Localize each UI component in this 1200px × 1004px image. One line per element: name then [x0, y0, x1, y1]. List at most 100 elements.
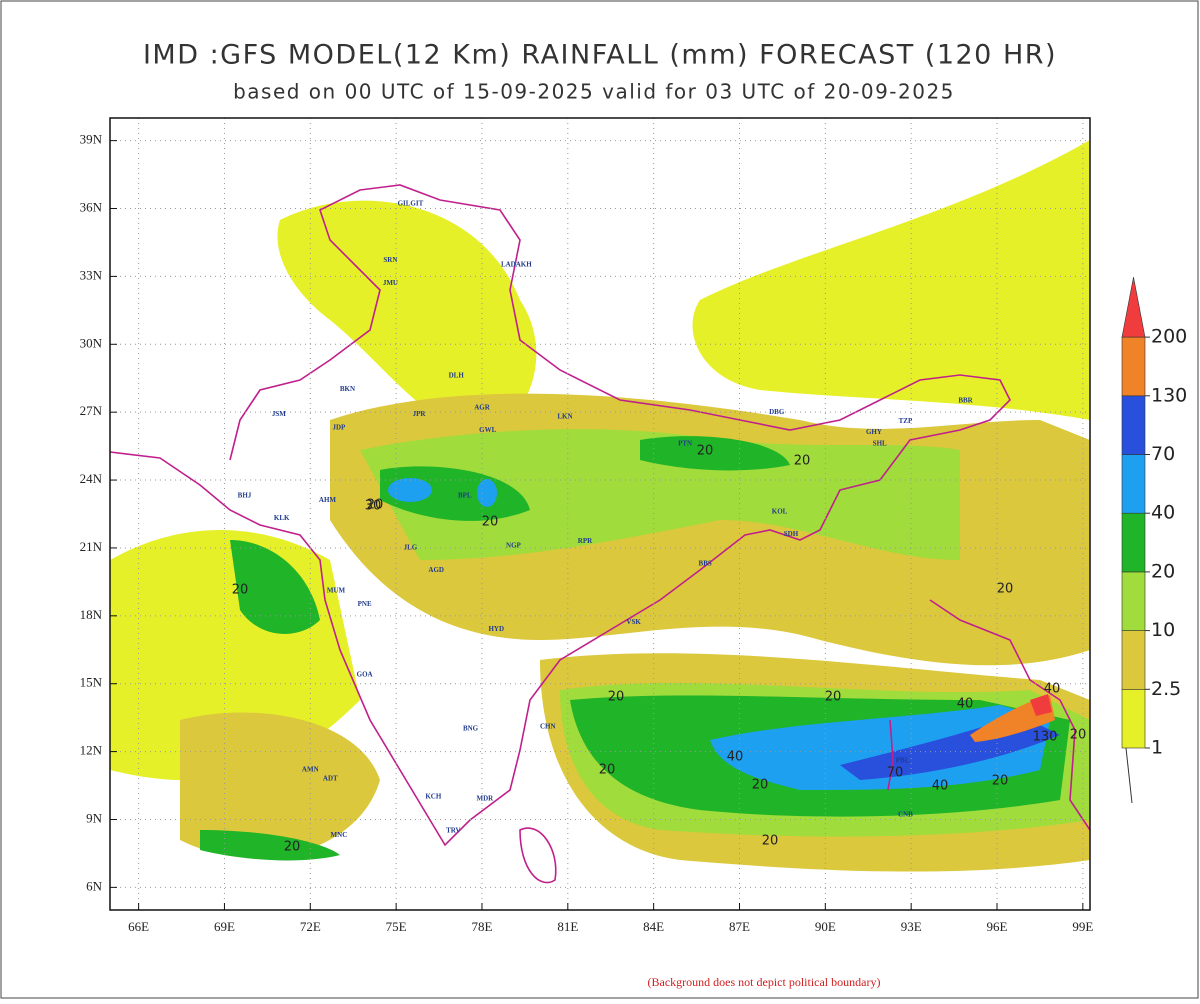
x-tick-label: 78E: [471, 919, 492, 934]
y-tick-label: 12N: [80, 743, 103, 758]
legend-swatch: [1121, 277, 1146, 338]
footnote: (Background does not depict political bo…: [648, 975, 881, 989]
station-label: VSK: [626, 618, 641, 626]
title: IMD :GFS MODEL(12 Km) RAINFALL (mm) FORE…: [143, 40, 1057, 71]
plot-frame: [109, 117, 1091, 911]
contour-label: 20: [752, 778, 769, 793]
legend-label: 40: [1151, 502, 1175, 524]
contour-label: 40: [932, 779, 949, 794]
grid: [110, 118, 1090, 910]
station-label: SHL: [873, 439, 887, 447]
station-label: BBS: [699, 559, 712, 567]
station-label: BPL: [458, 492, 472, 500]
x-tick-label: 81E: [557, 919, 578, 934]
station-label: GHY: [866, 428, 882, 436]
contour-label: 20: [367, 498, 384, 513]
india-outline: [110, 184, 1011, 847]
legend-swatch: [1121, 454, 1146, 514]
contour-label: 40: [727, 750, 744, 765]
station-label: AGD: [428, 566, 444, 574]
contour-label: 20: [232, 583, 249, 598]
y-tick-label: 30N: [80, 335, 103, 350]
boundaries: [110, 184, 1090, 884]
station-label: CNB: [898, 811, 913, 819]
contour-label: 20: [992, 774, 1009, 789]
station-label: KOL: [772, 507, 788, 515]
station-label: GOA: [357, 670, 373, 678]
y-tick-label: 15N: [80, 675, 103, 690]
station-label: PBL: [896, 756, 910, 764]
srilanka-outline: [519, 827, 557, 884]
andaman-islands: [887, 719, 894, 791]
y-tick-label: 6N: [86, 878, 103, 893]
y-tick-label: 27N: [80, 403, 103, 418]
x-tick-label: 66E: [128, 919, 149, 934]
station-label: JPR: [413, 410, 427, 418]
contour-label: 130: [1033, 730, 1058, 745]
station-label: JLG: [404, 544, 418, 552]
rain-area: [277, 200, 537, 431]
subtitle: based on 00 UTC of 15-09-2025 valid for …: [233, 80, 955, 104]
station-label: ADT: [323, 774, 338, 782]
station-labels: GILGIT LADAKH SRN JMU DLH BKN JSM JDP JPR AGR LKN P…: [238, 200, 974, 839]
myanmar-coast: [929, 599, 1090, 831]
contour-label: 20: [997, 582, 1014, 597]
x-tick-label: 69E: [214, 919, 235, 934]
legend-swatch: [1121, 571, 1146, 631]
station-label: MNC: [331, 831, 348, 839]
station-label: AHM: [319, 496, 337, 504]
y-tick-label: 39N: [80, 132, 103, 147]
axes: 66E 69E 72E 75E 78E 81E 84E 87E 90E 93E 96E 99E 6N 9N…: [80, 132, 1094, 934]
legend-label: 10: [1151, 619, 1175, 641]
station-label: PNE: [358, 600, 372, 608]
legend-label: 2.5: [1151, 678, 1181, 700]
legend-swatch: [1121, 395, 1146, 455]
legend: 1 2.5 10 20 40 70 130 200: [1121, 277, 1187, 804]
x-tick-label: 96E: [987, 919, 1008, 934]
legend-swatch: [1121, 336, 1146, 397]
station-label: LKN: [557, 412, 572, 420]
station-label: LADAKH: [501, 261, 532, 269]
station-label: RPR: [578, 537, 593, 545]
rain-area: [477, 479, 497, 507]
station-label: TRV: [446, 826, 461, 834]
contour-label: 20: [284, 840, 301, 855]
y-tick-label: 33N: [80, 267, 103, 282]
legend-swatch: [1121, 630, 1146, 690]
station-label: JMU: [383, 279, 398, 287]
contour-label: 20: [825, 690, 842, 705]
station-label: GILGIT: [398, 200, 424, 208]
station-label: MDR: [476, 795, 494, 803]
station-label: DBG: [769, 408, 785, 416]
contour-label: 20: [599, 763, 616, 778]
contour-label: 20: [1070, 728, 1087, 743]
x-tick-label: 72E: [300, 919, 321, 934]
x-tick-label: 90E: [815, 919, 836, 934]
station-label: AMN: [302, 765, 319, 773]
station-label: BHJ: [238, 492, 252, 500]
legend-swatch: [1121, 688, 1146, 749]
x-tick-label: 93E: [901, 919, 922, 934]
legend-label: 200: [1151, 326, 1187, 348]
station-label: KLK: [274, 514, 290, 522]
rain-area: [200, 830, 340, 861]
x-tick-label: 87E: [729, 919, 750, 934]
contour-label: 20: [608, 690, 625, 705]
contour-label: 20: [762, 834, 779, 849]
station-label: BNG: [463, 725, 479, 733]
legend-tail: [1125, 747, 1133, 804]
rain-area: [1030, 694, 1052, 716]
contour-label: 20: [697, 444, 714, 459]
contour-labels: 2020202020302040204020202040701304020202…: [232, 444, 1087, 855]
station-label: AGR: [474, 403, 491, 411]
station-label: HYD: [488, 625, 504, 633]
x-tick-label: 84E: [643, 919, 664, 934]
contour-label: 30: [365, 499, 382, 514]
x-tick-label: 75E: [386, 919, 407, 934]
contour-label: 40: [1044, 682, 1061, 697]
y-tick-label: 21N: [80, 539, 103, 554]
contour-label: 20: [794, 454, 811, 469]
y-tick-label: 36N: [80, 199, 103, 214]
station-label: NGP: [506, 541, 522, 549]
